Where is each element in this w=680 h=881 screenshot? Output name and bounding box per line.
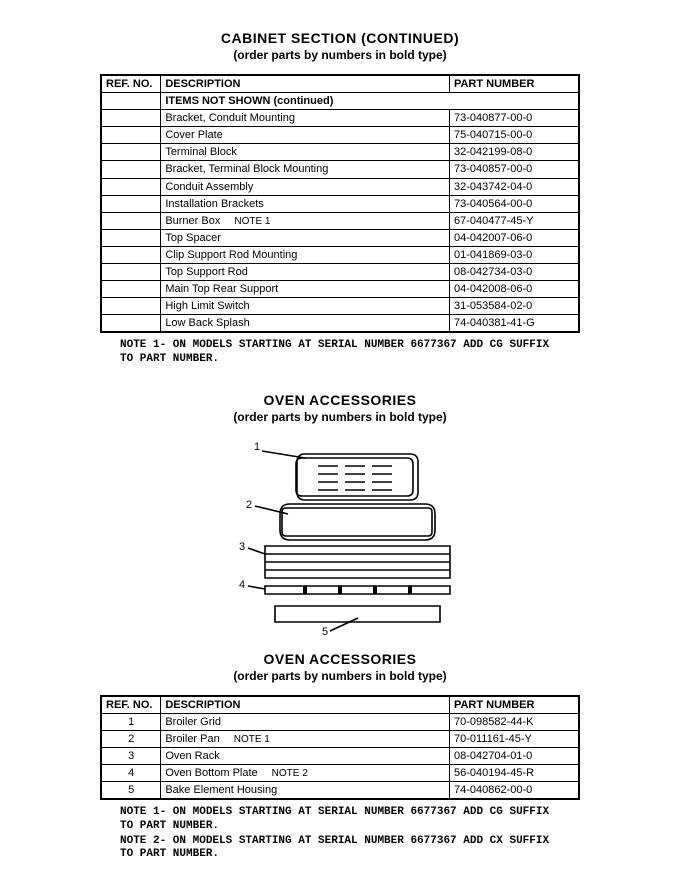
table-header-row: REF. NO. DESCRIPTION PART NUMBER	[101, 696, 579, 714]
table-header-row: REF. NO. DESCRIPTION PART NUMBER	[101, 75, 579, 93]
table-row: High Limit Switch 31-053584-02-0	[101, 298, 579, 315]
table-row: Installation Brackets 73-040564-00-0	[101, 195, 579, 212]
part-number: 70-098582-44-K	[449, 713, 579, 730]
callout-5: 5	[322, 626, 328, 636]
section2-title: OVEN ACCESSORIES	[20, 392, 660, 408]
desc: Clip Support Rod Mounting	[165, 249, 297, 261]
part-number: 56-040194-45-R	[449, 765, 579, 782]
table-subheader-row: ITEMS NOT SHOWN (continued)	[101, 93, 579, 110]
section1-subtitle: (order parts by numbers in bold type)	[20, 48, 660, 62]
table-row: Cover Plate 75-040715-00-0	[101, 127, 579, 144]
table-row: Bracket, Conduit Mounting 73-040877-00-0	[101, 110, 579, 127]
desc: Main Top Rear Support	[165, 283, 278, 295]
table-row: 5Bake Element Housing74-040862-00-0	[101, 782, 579, 800]
callout-4: 4	[239, 579, 245, 591]
desc: Burner Box	[165, 215, 220, 227]
table-row: Low Back Splash 74-040381-41-G	[101, 315, 579, 333]
table-row: Top Support Rod 08-042734-03-0	[101, 264, 579, 281]
desc: Oven Rack	[165, 750, 219, 762]
col-header-part: PART NUMBER	[449, 75, 579, 93]
section2-subtitle2: (order parts by numbers in bold type)	[20, 669, 660, 683]
desc: Terminal Block	[165, 146, 237, 158]
part-number: 74-040862-00-0	[449, 782, 579, 800]
desc: Bake Element Housing	[165, 784, 277, 796]
desc: Bracket, Conduit Mounting	[165, 112, 295, 124]
desc: Top Support Rod	[165, 266, 248, 278]
desc: Cover Plate	[165, 129, 222, 141]
desc-note: NOTE 1	[234, 216, 270, 227]
oven-accessories-table: REF. NO. DESCRIPTION PART NUMBER 1Broile…	[100, 695, 580, 801]
table-row: Terminal Block 32-042199-08-0	[101, 144, 579, 161]
table-subheader: ITEMS NOT SHOWN (continued)	[161, 93, 579, 110]
desc: Bracket, Terminal Block Mounting	[165, 163, 328, 175]
oven-accessories-diagram: 1 2 3 4 5	[20, 436, 660, 641]
part-number: 73-040877-00-0	[449, 110, 579, 127]
table-row: 3Oven Rack08-042704-01-0	[101, 748, 579, 765]
desc: Broiler Pan	[165, 733, 219, 745]
desc: High Limit Switch	[165, 300, 249, 312]
section2-note2: NOTE 2- ON MODELS STARTING AT SERIAL NUM…	[120, 835, 660, 861]
callout-2: 2	[246, 499, 252, 511]
exploded-diagram-svg: 1 2 3 4 5	[210, 436, 470, 636]
callout-1: 1	[254, 441, 260, 453]
section1-note: NOTE 1- ON MODELS STARTING AT SERIAL NUM…	[120, 339, 660, 365]
section2-subtitle: (order parts by numbers in bold type)	[20, 410, 660, 424]
part-number: 73-040857-00-0	[449, 161, 579, 178]
part-number: 74-040381-41-G	[449, 315, 579, 333]
col-header-ref: REF. NO.	[101, 696, 161, 714]
table-row: Top Spacer 04-042007-06-0	[101, 229, 579, 246]
table-row: 4Oven Bottom PlateNOTE 256-040194-45-R	[101, 765, 579, 782]
section2-note1: NOTE 1- ON MODELS STARTING AT SERIAL NUM…	[120, 806, 660, 832]
part-number: 31-053584-02-0	[449, 298, 579, 315]
col-header-part: PART NUMBER	[449, 696, 579, 714]
desc-note: NOTE 1	[234, 734, 270, 745]
section1-title: CABINET SECTION (CONTINUED)	[20, 30, 660, 46]
cabinet-parts-table: REF. NO. DESCRIPTION PART NUMBER ITEMS N…	[100, 74, 580, 333]
part-number: 04-042007-06-0	[449, 229, 579, 246]
desc: Installation Brackets	[165, 198, 263, 210]
part-number: 75-040715-00-0	[449, 127, 579, 144]
desc-note: NOTE 2	[272, 768, 308, 779]
table-row: Clip Support Rod Mounting 01-041869-03-0	[101, 246, 579, 263]
part-number: 04-042008-06-0	[449, 281, 579, 298]
col-header-desc: DESCRIPTION	[161, 696, 450, 714]
part-number: 01-041869-03-0	[449, 246, 579, 263]
callout-3: 3	[239, 541, 245, 553]
section2-title2: OVEN ACCESSORIES	[20, 651, 660, 667]
desc: Conduit Assembly	[165, 181, 253, 193]
table-row: 1Broiler Grid70-098582-44-K	[101, 713, 579, 730]
table-row: Bracket, Terminal Block Mounting 73-04085…	[101, 161, 579, 178]
part-number: 67-040477-45-Y	[449, 212, 579, 229]
desc: Top Spacer	[165, 232, 221, 244]
part-number: 08-042734-03-0	[449, 264, 579, 281]
part-number: 08-042704-01-0	[449, 748, 579, 765]
col-header-desc: DESCRIPTION	[161, 75, 450, 93]
part-number: 70-011161-45-Y	[449, 730, 579, 747]
table-row: 2Broiler PanNOTE 170-011161-45-Y	[101, 730, 579, 747]
part-number: 73-040564-00-0	[449, 195, 579, 212]
desc: Broiler Grid	[165, 716, 221, 728]
table-row: Conduit Assembly 32-043742-04-0	[101, 178, 579, 195]
part-number: 32-042199-08-0	[449, 144, 579, 161]
table-row: Burner Box NOTE 1 67-040477-45-Y	[101, 212, 579, 229]
part-number: 32-043742-04-0	[449, 178, 579, 195]
desc: Low Back Splash	[165, 317, 249, 329]
desc: Oven Bottom Plate	[165, 767, 257, 779]
table-row: Main Top Rear Support 04-042008-06-0	[101, 281, 579, 298]
col-header-ref: REF. NO.	[101, 75, 161, 93]
